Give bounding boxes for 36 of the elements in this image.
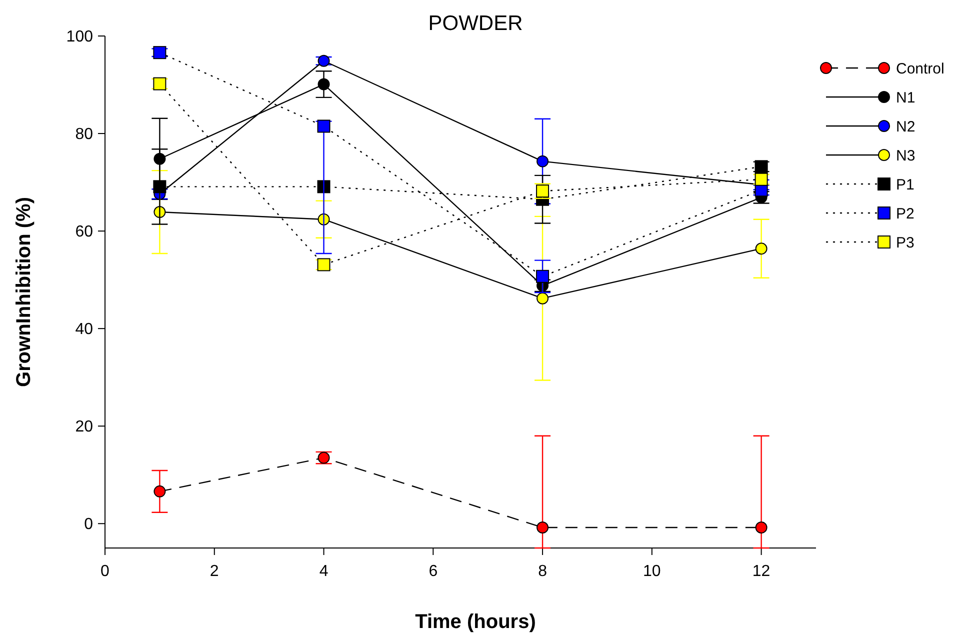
point bbox=[318, 78, 330, 90]
legend-label: P2 bbox=[896, 205, 914, 222]
x-tick-label: 2 bbox=[210, 563, 219, 580]
legend-label: N1 bbox=[896, 89, 916, 106]
x-tick-label: 4 bbox=[319, 563, 328, 580]
point bbox=[153, 180, 166, 194]
x-tick-label: 10 bbox=[643, 563, 661, 580]
legend-label: P1 bbox=[896, 176, 914, 194]
y-tick-label: 80 bbox=[75, 126, 94, 144]
y-tick-label: 100 bbox=[66, 28, 94, 46]
y-axis-title: GrownInhibition (%) bbox=[13, 197, 35, 387]
point bbox=[317, 120, 330, 133]
point bbox=[318, 452, 330, 464]
point bbox=[153, 46, 166, 60]
point bbox=[755, 242, 768, 255]
chart-title: POWDER bbox=[428, 12, 523, 35]
point bbox=[536, 292, 549, 304]
legend-label: P3 bbox=[896, 234, 914, 252]
x-tick-label: 6 bbox=[428, 563, 438, 580]
y-tick-label: 20 bbox=[75, 418, 94, 436]
point bbox=[154, 485, 166, 498]
legend-label: Control bbox=[896, 60, 944, 78]
point bbox=[318, 54, 330, 67]
legend-label: N2 bbox=[896, 118, 916, 136]
x-tick-label: 0 bbox=[100, 563, 110, 580]
point bbox=[755, 522, 768, 534]
y-tick-label: 60 bbox=[75, 224, 94, 241]
x-tick-label: 8 bbox=[538, 563, 548, 580]
point bbox=[536, 270, 550, 283]
x-axis-title: Time (hours) bbox=[415, 611, 536, 633]
point bbox=[536, 155, 549, 168]
x-tick-label: 12 bbox=[752, 563, 770, 580]
y-tick-label: 40 bbox=[75, 321, 94, 338]
legend-label: N3 bbox=[896, 147, 916, 164]
y-tick-label: 0 bbox=[84, 516, 94, 534]
point bbox=[536, 522, 549, 534]
